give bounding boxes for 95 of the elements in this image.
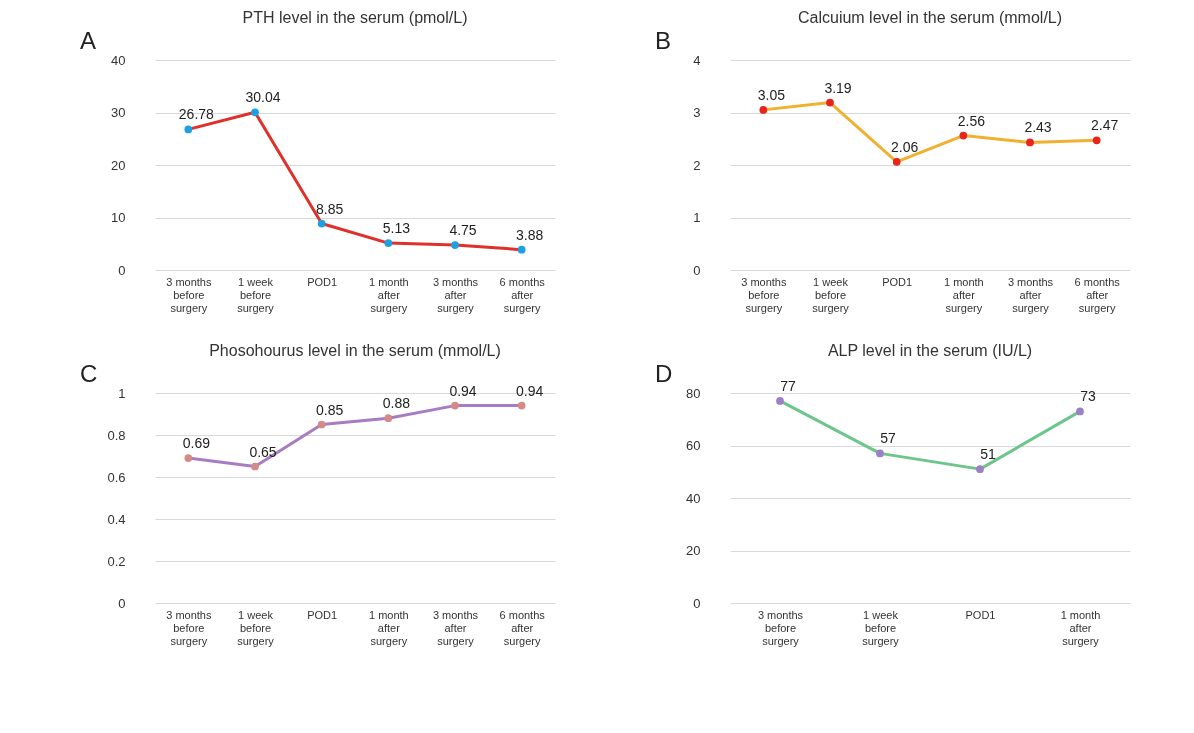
data-label: 0.65 [249,443,277,460]
data-label: 2.06 [891,138,919,155]
point [384,239,393,247]
point [959,131,968,140]
x-tick-label: 3 months before surgery [757,608,804,647]
data-label: 0.88 [382,395,411,412]
data-label: 57 [880,430,896,447]
x-tick-label: 3 months before surgery [741,275,787,314]
data-label: 3.19 [824,79,852,96]
point [759,106,768,114]
data-label: 26.78 [178,106,215,123]
point [317,420,326,429]
point [1026,138,1034,147]
y-tick-label: 0.2 [107,553,126,569]
data-label: 0.85 [316,401,344,418]
point [451,241,459,249]
data-label: 0.69 [182,435,211,452]
text: A [80,27,97,54]
y-tick-label: 1 [118,385,126,401]
y-tick-label: 30 [111,105,126,120]
point [451,401,459,410]
x-tick-label: POD1 [307,275,338,288]
point [517,401,526,410]
point [184,454,193,462]
data-label: 77 [780,377,796,394]
point [251,462,259,471]
x-tick-label: 3 months before surgery [166,608,212,647]
y-tick-label: 0 [693,262,701,278]
y-tick-label: 0.8 [107,427,126,443]
chart-title: PTH level in the serum (pmol/L) [242,9,468,26]
data-label: 5.13 [382,220,411,237]
text: D [655,360,673,387]
x-tick-label: 3 months after surgery [1007,275,1054,314]
chart-title: Calcuium level in the serum (mmol/L) [797,9,1063,26]
y-tick-label: 20 [686,543,701,558]
y-tick-label: 4 [693,52,701,68]
chart-title: ALP level in the serum (IU/L) [827,342,1033,359]
text: B [655,27,672,54]
y-tick-label: 1 [693,210,701,225]
x-tick-label: 1 month after surgery [1060,608,1101,647]
data-label: 3.88 [516,226,544,243]
y-tick-label: 60 [686,438,701,453]
x-tick-label: 1 week before surgery [812,275,850,314]
x-tick-label: 6 months after surgery [1074,275,1121,314]
chart-title: Phosohourus level in the serum (mmol/L) [209,342,501,359]
x-tick-label: 1 month after surgery [368,608,409,647]
x-tick-label: 1 week before surgery [862,608,900,647]
point [876,449,884,458]
y-tick-label: 40 [686,490,701,506]
y-tick-label: 0 [118,262,126,278]
point [251,108,259,117]
data-label: 2.47 [1091,117,1119,134]
point [1076,407,1084,416]
data-label: 2.56 [957,112,986,129]
x-tick-label: 1 month after surgery [943,275,984,314]
x-tick-label: POD1 [882,275,913,288]
y-tick-label: 3 [693,105,701,120]
x-tick-label: POD1 [965,608,996,621]
y-tick-label: 10 [111,210,126,225]
data-label: 30.04 [245,89,281,106]
data-label: 0.94 [449,382,477,399]
data-label: 51 [980,446,996,463]
point [1092,136,1101,145]
data-label: 3.05 [757,86,786,103]
point [517,245,526,254]
x-tick-label: 1 week before surgery [237,608,275,647]
point [776,397,784,405]
point [892,157,901,166]
y-tick-label: 0.4 [107,511,126,527]
text: C [80,360,98,387]
y-tick-label: 20 [111,157,126,173]
point [976,465,984,473]
point [317,219,326,228]
x-tick-label: 6 months after surgery [499,275,546,314]
x-tick-label: POD1 [307,608,338,621]
y-tick-label: 80 [686,385,701,401]
data-label: 2.43 [1024,119,1052,136]
y-tick-label: 40 [111,52,126,68]
data-label: 73 [1080,388,1096,405]
data-label: 8.85 [316,200,344,217]
x-tick-label: 3 months after surgery [432,275,479,314]
point [826,98,834,107]
y-tick-label: 0 [118,595,126,611]
x-tick-label: 6 months after surgery [499,608,546,647]
x-tick-label: 3 months before surgery [166,275,212,314]
x-tick-label: 1 week before surgery [237,275,275,314]
point [184,125,193,134]
point [384,414,393,423]
y-tick-label: 0.6 [107,469,126,485]
data-label: 0.94 [516,382,544,399]
y-tick-label: 2 [693,157,701,173]
y-tick-label: 0 [693,595,701,611]
x-tick-label: 1 month after surgery [368,275,409,314]
x-tick-label: 3 months after surgery [432,608,479,647]
data-label: 4.75 [449,222,477,239]
